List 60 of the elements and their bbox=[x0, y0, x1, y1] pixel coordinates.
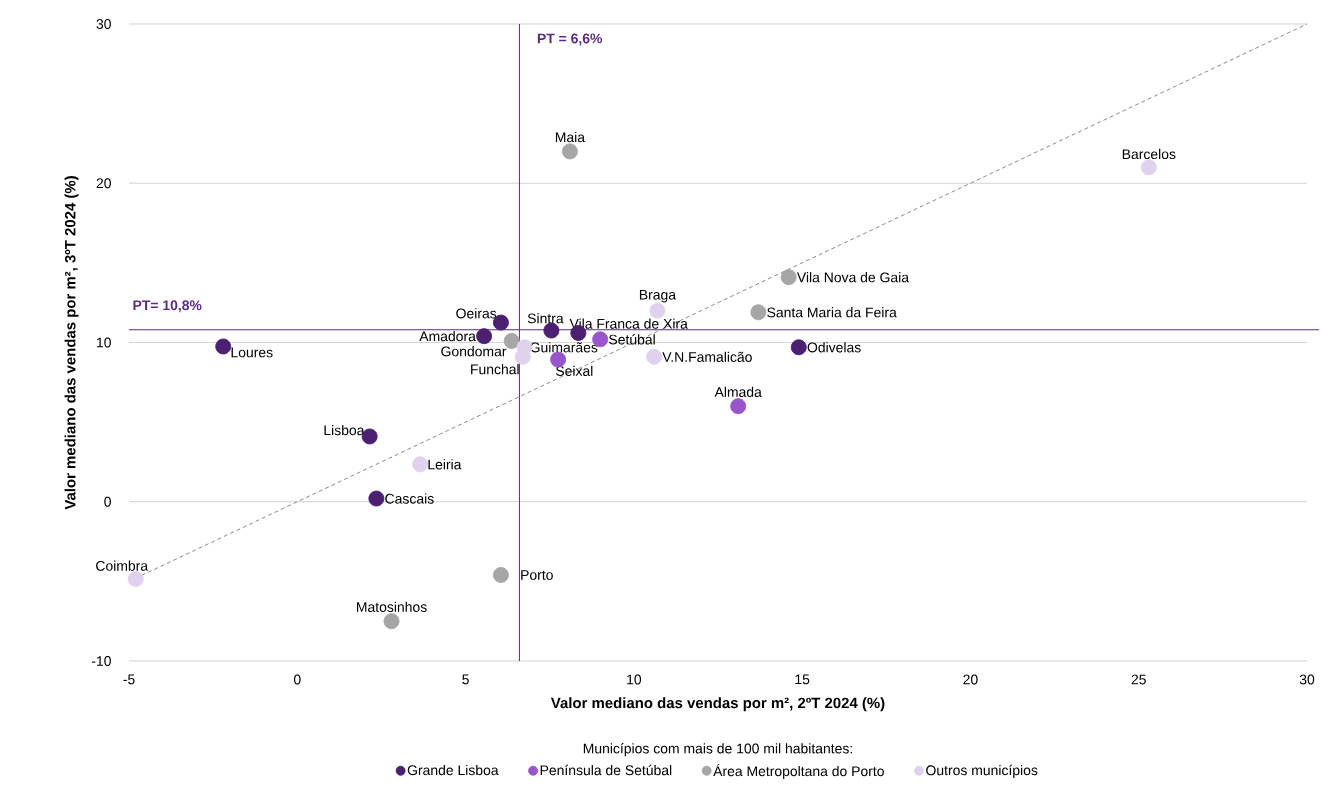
annotation: Amadora bbox=[419, 331, 476, 342]
annotation: Loures bbox=[231, 347, 273, 358]
x-tick-label: 5 bbox=[462, 674, 469, 685]
annotation: Oeiras bbox=[456, 308, 497, 319]
legend-label: Área Metropoltana do Porto bbox=[713, 763, 884, 779]
annotation: Vila Nova de Gaia bbox=[796, 272, 910, 283]
x-tick-label: 25 bbox=[1131, 674, 1146, 685]
x-tick-label: 0 bbox=[293, 674, 301, 685]
point bbox=[730, 398, 747, 415]
point bbox=[476, 328, 493, 345]
annotation: Coimbra bbox=[96, 560, 149, 571]
point bbox=[750, 304, 767, 321]
annotation: Barcelos bbox=[1122, 148, 1176, 160]
point bbox=[780, 269, 797, 286]
point bbox=[368, 490, 385, 507]
ref-line-label: PT= 10,8% bbox=[133, 300, 202, 313]
point bbox=[492, 567, 509, 583]
annotation: Leiria bbox=[428, 459, 462, 470]
annotation: Santa Maria da Feira bbox=[767, 307, 897, 318]
annotation: Vila Franca de Xira bbox=[569, 318, 688, 329]
annotation: Porto bbox=[521, 570, 553, 580]
x-tick-label: 20 bbox=[963, 674, 978, 685]
y-tick-label: 10 bbox=[97, 337, 111, 348]
point bbox=[1140, 159, 1157, 176]
annotation: Funchal bbox=[471, 364, 519, 375]
point bbox=[412, 456, 429, 473]
legend-title: Municípios com mais de 100 mil habitantes: bbox=[583, 743, 852, 757]
x-tick-label: 10 bbox=[627, 674, 642, 685]
annotation: Sintra bbox=[527, 313, 564, 324]
annotation: Lisboa bbox=[324, 425, 365, 436]
y-axis-title: Valor mediano das vendas por m², 3ºT 2024 (%) bbox=[64, 176, 79, 510]
annotation: Almada bbox=[714, 386, 762, 397]
ref-line-label: PT = 6,6% bbox=[537, 33, 603, 46]
annotation: Cascais bbox=[385, 493, 434, 504]
annotation: V.N.Famalicão bbox=[662, 351, 752, 362]
point bbox=[127, 571, 144, 587]
point bbox=[646, 348, 662, 365]
annotation: Braga bbox=[639, 289, 677, 303]
y-tick-label: 0 bbox=[104, 496, 111, 507]
point bbox=[790, 339, 807, 356]
annotation: Setúbal bbox=[609, 334, 655, 345]
annotation: Seixal bbox=[555, 365, 593, 376]
legend-label: Grande Lisboa bbox=[407, 764, 499, 776]
y-tick-label: -10 bbox=[91, 656, 111, 666]
x-tick-label: -5 bbox=[123, 674, 135, 685]
annotation: Maia bbox=[555, 131, 586, 143]
point bbox=[561, 143, 578, 160]
annotation: Gondomar bbox=[441, 346, 507, 357]
annotation: Guimarães bbox=[530, 342, 598, 353]
point bbox=[383, 613, 400, 630]
annotation: Matosinhos bbox=[357, 601, 427, 612]
annotation: Odivelas bbox=[807, 342, 861, 353]
x-tick-label: 30 bbox=[1299, 674, 1315, 685]
point bbox=[215, 338, 232, 355]
legend-label: Península de Setúbal bbox=[540, 764, 672, 776]
y-tick-label: 20 bbox=[96, 178, 111, 189]
x-axis-title: Valor mediano das vendas por m², 2ºT 2024 (%) bbox=[550, 697, 885, 712]
legend-label: Outros municípios bbox=[926, 764, 1038, 778]
x-tick-label: 15 bbox=[795, 674, 810, 685]
y-tick-label: 30 bbox=[96, 19, 111, 29]
